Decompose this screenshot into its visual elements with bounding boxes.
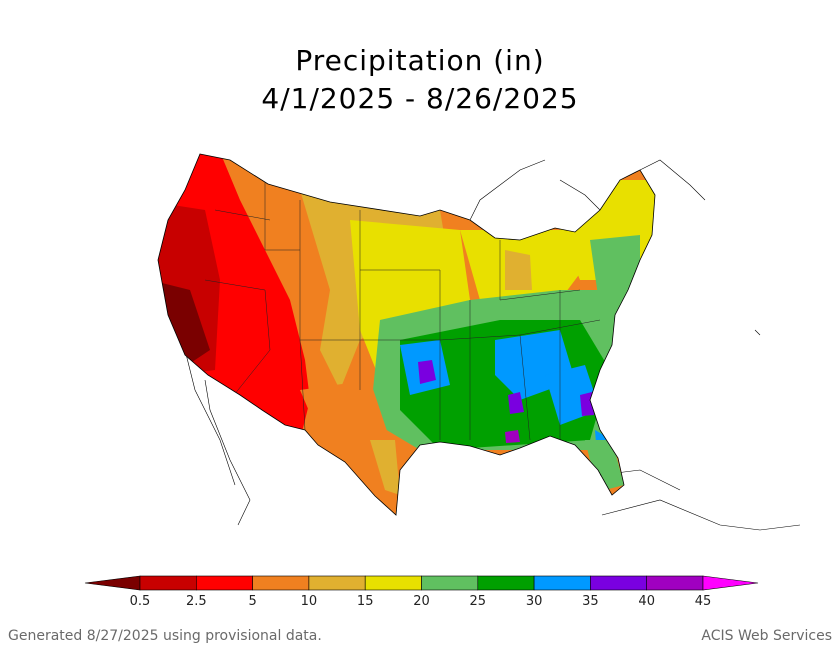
color-legend: 0.5 2.5 5 10 15 20 25 30 35 40 45 <box>84 575 759 609</box>
us-outline <box>157 153 656 516</box>
legend-tick-label: 45 <box>695 594 712 609</box>
legend-swatch <box>139 575 197 591</box>
legend-tick-label: 5 <box>248 594 256 609</box>
legend-swatch <box>477 575 535 591</box>
legend-tick-label: 35 <box>582 594 599 609</box>
legend-arrow-low <box>84 575 141 591</box>
legend-tick-label: 30 <box>526 594 543 609</box>
legend-swatch <box>252 575 310 591</box>
legend-swatch <box>533 575 591 591</box>
legend-arrow-high <box>702 575 759 591</box>
legend-tick-label: 15 <box>357 594 374 609</box>
legend-tick-label: 2.5 <box>186 594 207 609</box>
footer-source: ACIS Web Services <box>701 628 832 644</box>
legend-swatch <box>364 575 422 591</box>
legend-tick-label: 0.5 <box>130 594 151 609</box>
legend-tick-label: 20 <box>413 594 430 609</box>
map-date-range: 4/1/2025 - 8/26/2025 <box>261 82 579 115</box>
legend-tick-label: 40 <box>638 594 655 609</box>
legend-swatch <box>421 575 479 591</box>
legend-swatch <box>308 575 366 591</box>
coastline-context <box>184 159 801 531</box>
precipitation-map <box>157 153 801 531</box>
legend-swatch <box>196 575 253 591</box>
legend-swatch <box>590 575 648 591</box>
legend-swatch <box>646 575 704 591</box>
state-lines <box>204 170 601 441</box>
legend-tick-label: 10 <box>301 594 318 609</box>
footer-generated-note: Generated 8/27/2025 using provisional da… <box>8 628 322 644</box>
map-title: Precipitation (in) <box>295 44 545 77</box>
legend-tick-label: 25 <box>470 594 487 609</box>
